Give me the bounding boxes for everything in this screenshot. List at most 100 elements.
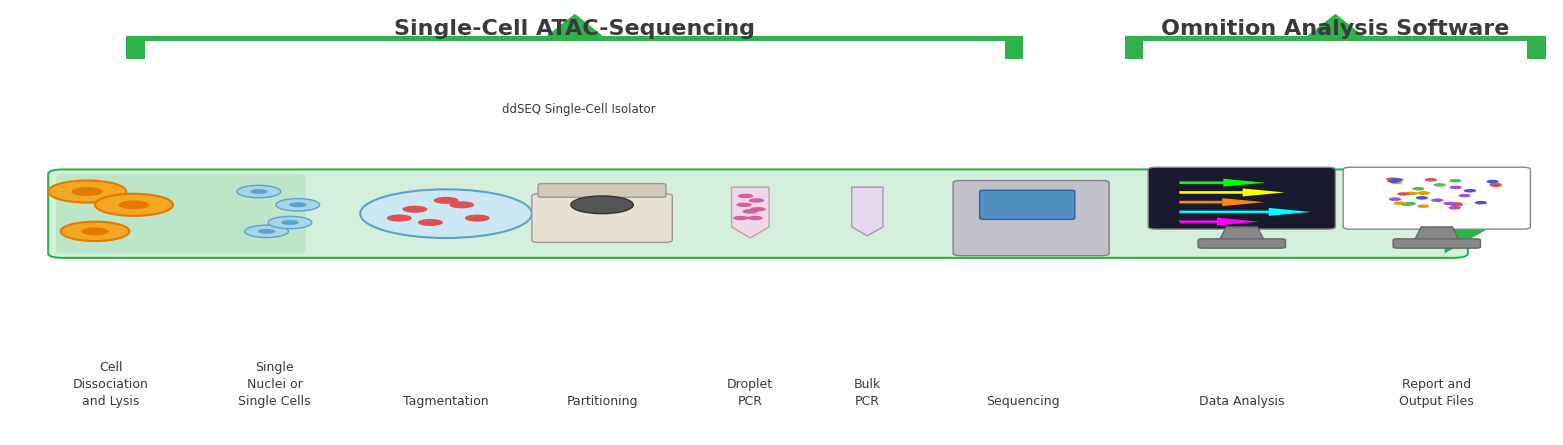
Polygon shape (1125, 41, 1144, 59)
Circle shape (464, 214, 489, 222)
Circle shape (1486, 180, 1499, 183)
Circle shape (733, 216, 749, 220)
Circle shape (1474, 201, 1486, 204)
FancyBboxPatch shape (980, 190, 1075, 219)
Circle shape (269, 216, 313, 229)
Text: Sequencing: Sequencing (986, 395, 1060, 408)
FancyArrow shape (1180, 218, 1275, 226)
Circle shape (736, 202, 752, 207)
Circle shape (277, 198, 320, 211)
Circle shape (1418, 204, 1430, 208)
Polygon shape (127, 36, 566, 41)
Polygon shape (1413, 227, 1460, 243)
Polygon shape (585, 36, 1024, 41)
Circle shape (1397, 192, 1410, 196)
Circle shape (258, 229, 275, 234)
Circle shape (738, 194, 753, 198)
Text: Omnition Analysis Software: Omnition Analysis Software (1161, 19, 1510, 39)
Circle shape (1411, 187, 1424, 190)
FancyBboxPatch shape (1343, 167, 1530, 229)
Circle shape (238, 186, 281, 198)
Polygon shape (1125, 36, 1325, 41)
Text: Single
Nuclei or
Single Cells: Single Nuclei or Single Cells (238, 361, 311, 408)
Circle shape (1463, 189, 1475, 193)
Polygon shape (1219, 227, 1264, 243)
FancyBboxPatch shape (1199, 239, 1285, 248)
Text: Partitioning: Partitioning (566, 395, 638, 408)
Circle shape (1449, 179, 1461, 182)
Circle shape (1444, 202, 1457, 205)
Circle shape (95, 194, 173, 216)
Circle shape (250, 189, 267, 194)
Circle shape (1391, 178, 1404, 182)
Circle shape (750, 207, 766, 211)
Circle shape (386, 214, 411, 222)
Polygon shape (127, 41, 145, 59)
FancyBboxPatch shape (48, 170, 1468, 258)
Text: Data Analysis: Data Analysis (1199, 395, 1285, 408)
FancyBboxPatch shape (953, 181, 1110, 256)
Polygon shape (852, 187, 883, 236)
Circle shape (1450, 203, 1463, 206)
FancyArrow shape (1180, 198, 1318, 206)
Circle shape (433, 197, 458, 204)
Polygon shape (1444, 174, 1515, 254)
FancyBboxPatch shape (1393, 239, 1480, 248)
Circle shape (1400, 202, 1413, 206)
Polygon shape (547, 14, 603, 41)
Circle shape (359, 189, 531, 238)
Text: Tagmentation: Tagmentation (403, 395, 489, 408)
Polygon shape (1527, 41, 1546, 59)
FancyBboxPatch shape (1149, 167, 1335, 229)
FancyArrow shape (1180, 188, 1305, 196)
Text: ddSEQ Single-Cell Isolator: ddSEQ Single-Cell Isolator (502, 103, 655, 116)
Text: Single-Cell ATAC-Sequencing: Single-Cell ATAC-Sequencing (394, 19, 755, 39)
Circle shape (747, 216, 763, 220)
Text: Report and
Output Files: Report and Output Files (1399, 378, 1474, 408)
Text: Bulk
PCR: Bulk PCR (853, 378, 882, 408)
Circle shape (1390, 181, 1402, 184)
Circle shape (570, 196, 633, 214)
Circle shape (119, 200, 150, 209)
Circle shape (1433, 183, 1446, 187)
Polygon shape (731, 187, 769, 238)
Circle shape (245, 225, 289, 238)
Circle shape (749, 198, 764, 202)
Circle shape (742, 209, 758, 214)
Circle shape (1424, 178, 1436, 182)
FancyBboxPatch shape (56, 174, 306, 254)
Circle shape (1388, 179, 1400, 183)
Circle shape (1490, 183, 1502, 187)
Circle shape (1393, 202, 1405, 205)
Circle shape (48, 181, 127, 202)
Circle shape (72, 187, 103, 196)
Circle shape (1490, 182, 1502, 186)
Circle shape (81, 227, 109, 235)
Circle shape (1458, 194, 1471, 198)
Circle shape (1450, 202, 1463, 206)
Circle shape (1449, 206, 1461, 210)
Circle shape (417, 219, 442, 226)
Circle shape (1386, 178, 1399, 181)
FancyBboxPatch shape (531, 194, 672, 243)
Circle shape (1405, 191, 1418, 195)
Circle shape (281, 220, 299, 225)
Circle shape (1430, 198, 1443, 202)
Circle shape (1449, 186, 1461, 189)
Circle shape (1388, 198, 1400, 201)
FancyArrow shape (1180, 179, 1266, 187)
Text: Cell
Dissociation
and Lysis: Cell Dissociation and Lysis (72, 361, 148, 408)
Circle shape (1418, 191, 1430, 195)
Circle shape (1418, 191, 1430, 195)
Circle shape (61, 222, 130, 241)
FancyBboxPatch shape (538, 184, 666, 197)
Circle shape (289, 202, 306, 207)
Circle shape (449, 201, 474, 208)
FancyArrow shape (1180, 208, 1330, 216)
Polygon shape (1344, 36, 1546, 41)
Text: Droplet
PCR: Droplet PCR (727, 378, 774, 408)
Polygon shape (1307, 14, 1363, 41)
Circle shape (402, 206, 427, 213)
Circle shape (1404, 202, 1416, 205)
Circle shape (1416, 196, 1429, 200)
